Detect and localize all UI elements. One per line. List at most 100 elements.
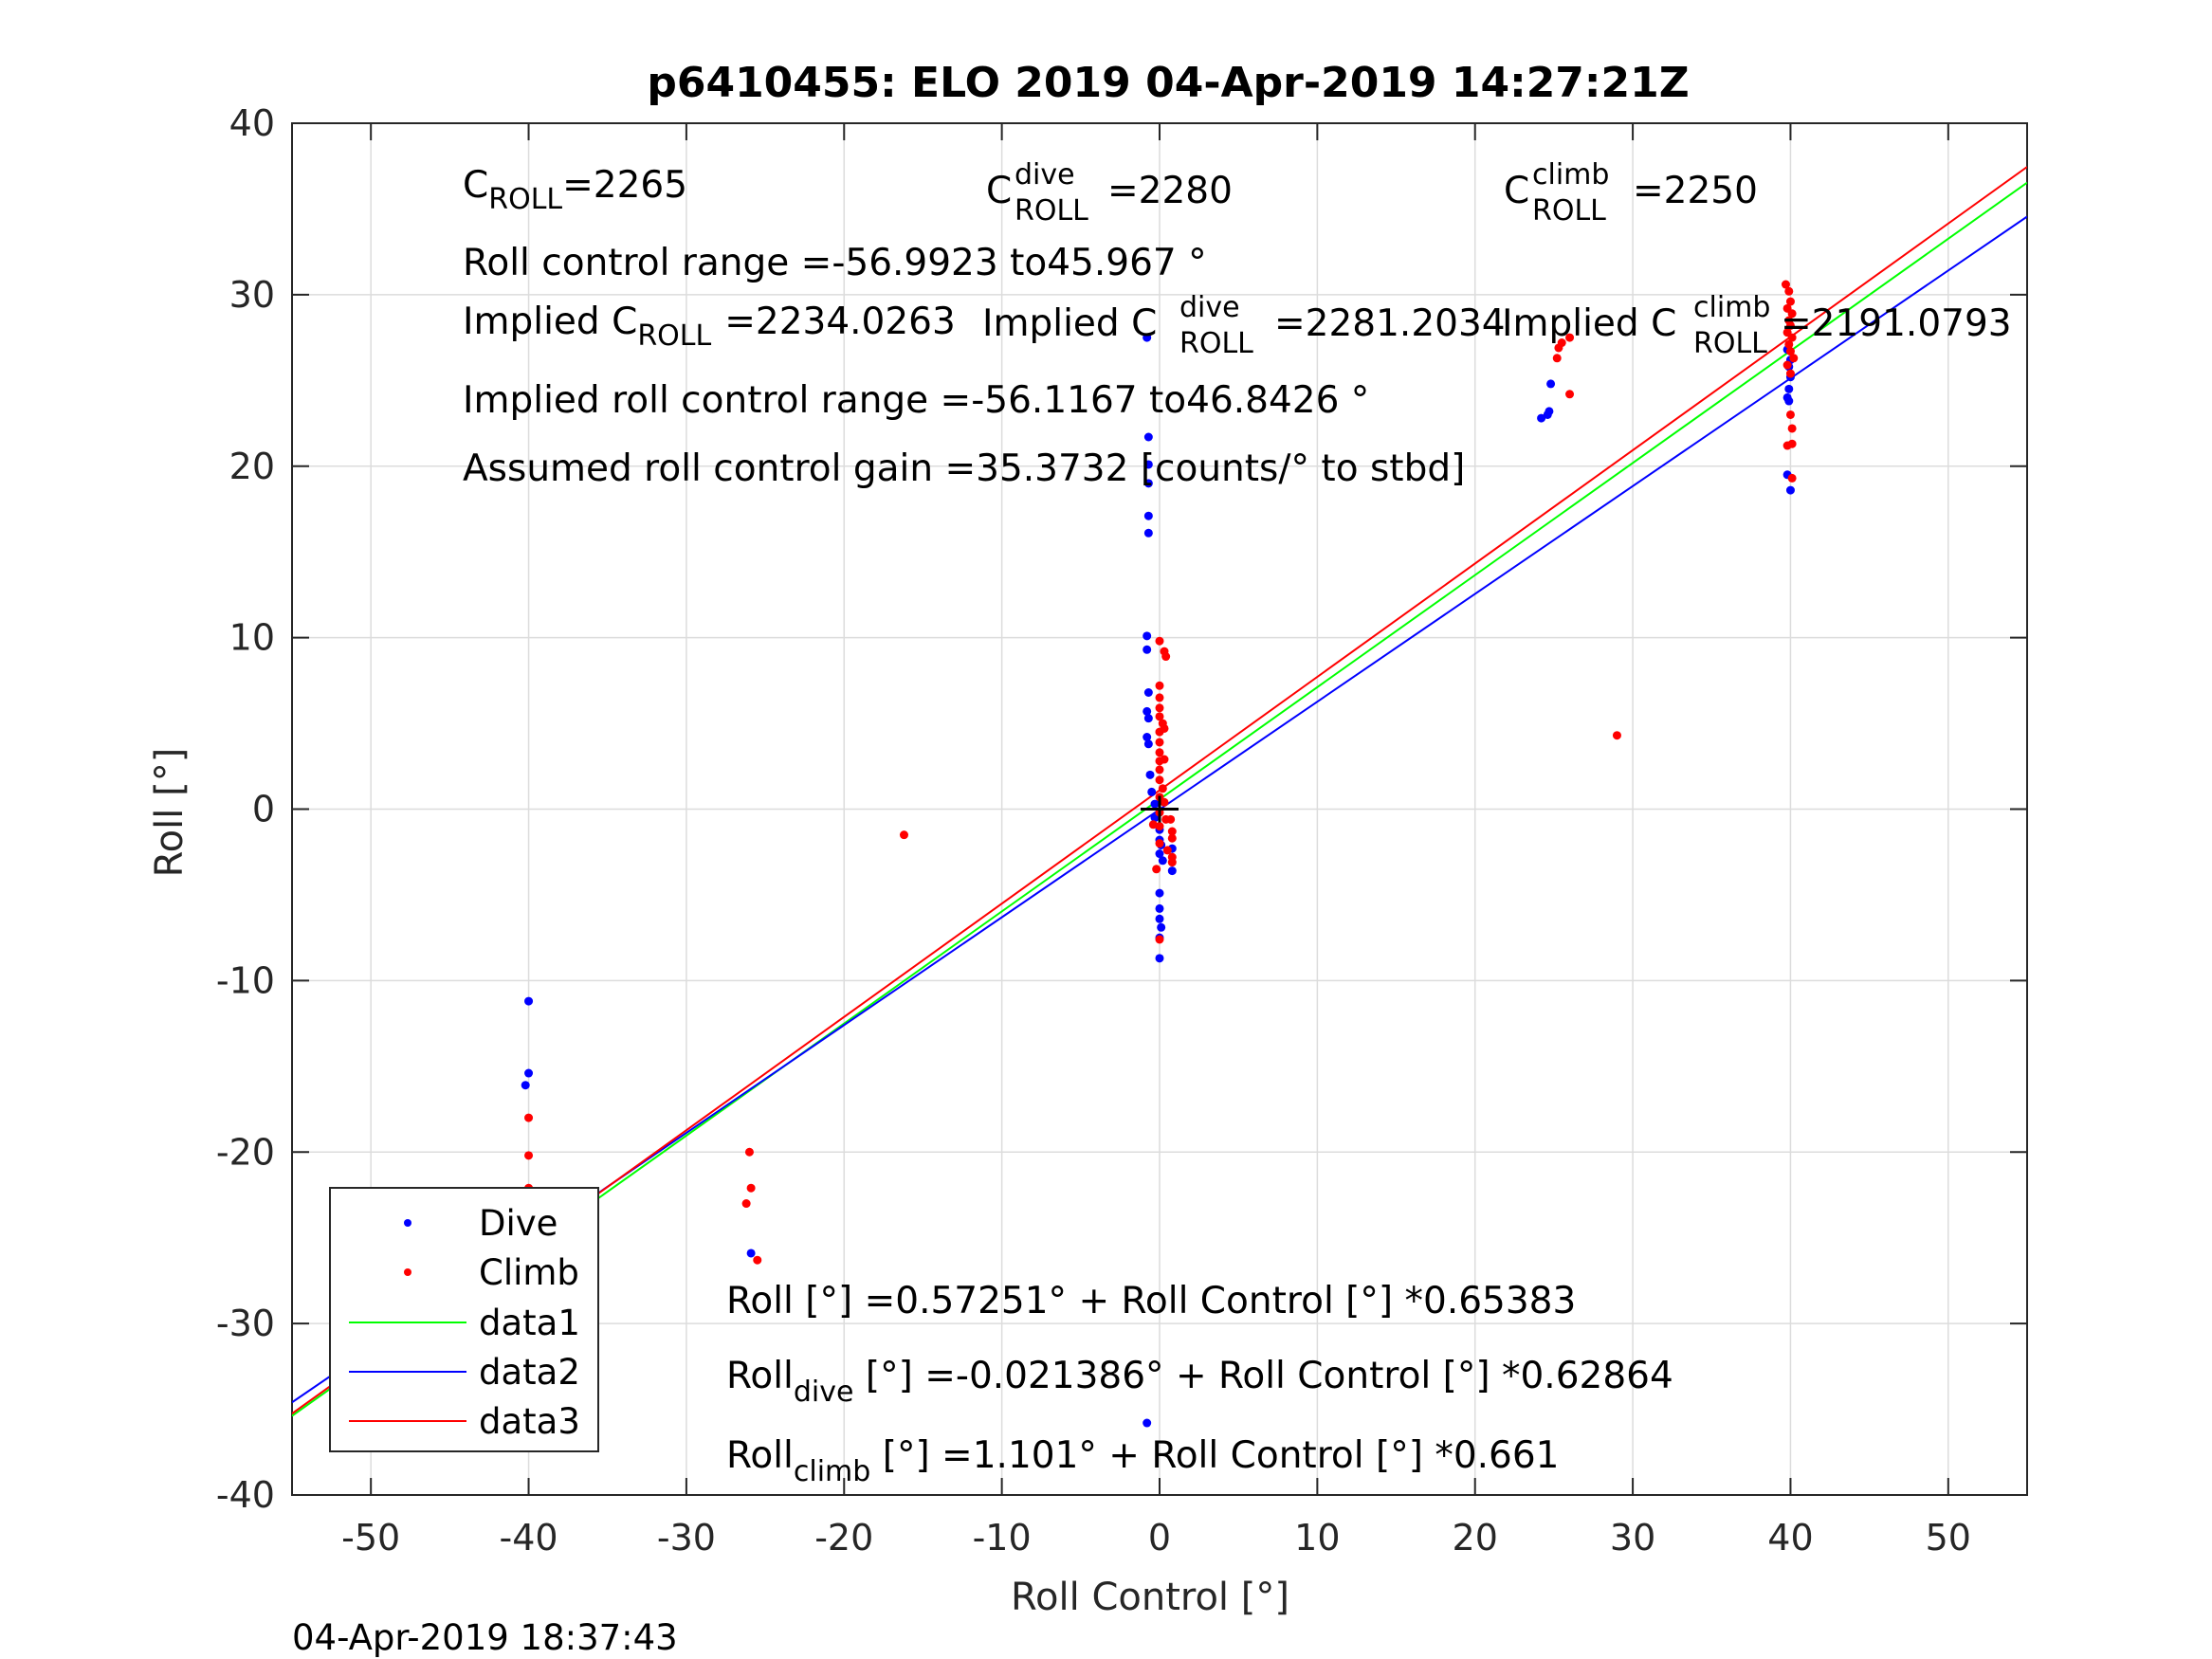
x-tick-label: 30 xyxy=(1610,1517,1655,1559)
legend-data3-label: data3 xyxy=(479,1401,580,1442)
point-dive xyxy=(1143,733,1152,742)
point-dive xyxy=(1157,922,1166,932)
chart-title: p6410455: ELO 2019 04-Apr-2019 14:27:21Z xyxy=(647,59,1689,107)
point-dive xyxy=(1147,787,1157,796)
point-climb xyxy=(1785,410,1795,419)
y-tick-label: -10 xyxy=(216,959,275,1001)
point-climb xyxy=(1158,784,1167,793)
x-tick-label: -50 xyxy=(341,1517,400,1559)
point-dive xyxy=(1167,866,1177,876)
svg-text:Implied C: Implied C xyxy=(982,302,1157,345)
point-climb xyxy=(1155,693,1164,702)
point-dive xyxy=(1143,714,1153,723)
point-climb xyxy=(1785,297,1795,306)
annotation-fit-climb: Rollclimb [°] =1.101° + Roll Control [°]… xyxy=(726,1434,1559,1488)
point-dive xyxy=(1155,888,1164,898)
point-climb xyxy=(741,1199,751,1209)
point-dive xyxy=(1143,333,1152,342)
legend-dive-label: Dive xyxy=(479,1203,558,1244)
svg-text:dive: dive xyxy=(1015,158,1075,191)
svg-text:climb: climb xyxy=(1693,291,1770,324)
point-climb xyxy=(1785,369,1795,378)
point-climb xyxy=(1784,339,1794,349)
annotation-c-roll-climb: C climb ROLL =2250 xyxy=(1504,158,1758,228)
svg-text:=2250: =2250 xyxy=(1633,170,1758,212)
x-tick-label: 10 xyxy=(1294,1517,1340,1559)
annotation-c-roll: CROLL=2265 xyxy=(463,164,687,216)
axes-frame xyxy=(291,122,2028,1496)
svg-text:ROLL: ROLL xyxy=(1693,327,1767,360)
svg-text:=2280: =2280 xyxy=(1107,170,1233,212)
annotations: CROLL=2265 C dive ROLL =2280 C climb ROL… xyxy=(463,158,2012,1488)
y-tick-label: 20 xyxy=(229,446,275,487)
point-climb xyxy=(1152,865,1161,874)
point-dive xyxy=(1545,407,1554,416)
legend-data1-label: data1 xyxy=(479,1303,580,1343)
point-climb xyxy=(1155,712,1164,721)
point-dive xyxy=(1143,645,1152,654)
point-dive xyxy=(1143,528,1153,538)
point-dive xyxy=(1785,485,1795,495)
annotation-gain: Assumed roll control gain =35.3732 [coun… xyxy=(463,447,1465,490)
axes xyxy=(291,122,2028,1496)
annotation-implied-c-roll-climb: Implied C climb ROLL =2191.0793 xyxy=(1502,291,2012,360)
point-dive xyxy=(1155,954,1164,963)
y-tick-label: -40 xyxy=(216,1474,275,1516)
annotation-implied-c-roll-dive: Implied C dive ROLL =2281.2034 xyxy=(982,291,1506,360)
point-dive xyxy=(1784,384,1794,393)
point-dive xyxy=(1143,479,1153,488)
point-climb xyxy=(524,1113,534,1122)
point-climb xyxy=(1162,846,1172,855)
point-climb xyxy=(1155,748,1164,757)
svg-text:dive: dive xyxy=(1179,291,1240,324)
point-climb xyxy=(1782,441,1792,450)
point-climb xyxy=(1784,286,1794,296)
x-tick-label: 40 xyxy=(1767,1517,1813,1559)
svg-text:C: C xyxy=(1504,170,1529,212)
point-dive xyxy=(1143,432,1153,442)
annotation-implied-range: Implied roll control range =-56.1167 to4… xyxy=(463,379,1369,422)
x-tick-label: -30 xyxy=(657,1517,716,1559)
annotation-fit-all: Roll [°] =0.57251° + Roll Control [°] *0… xyxy=(726,1280,1576,1322)
point-climb xyxy=(1160,755,1169,764)
point-climb xyxy=(1155,775,1164,785)
annotation-fit-dive: Rolldive [°] =-0.021386° + Roll Control … xyxy=(726,1355,1673,1409)
y-tick-label: -30 xyxy=(216,1303,275,1344)
svg-text:=2281.2034: =2281.2034 xyxy=(1274,302,1506,345)
point-climb xyxy=(1148,820,1158,830)
point-dive xyxy=(524,1068,534,1078)
legend-climb-label: Climb xyxy=(479,1252,579,1293)
point-climb xyxy=(1787,424,1797,433)
x-tick-label: -40 xyxy=(500,1517,558,1559)
y-tick-label: -20 xyxy=(216,1131,275,1173)
point-climb xyxy=(1160,797,1169,807)
timestamp-label: 04-Apr-2019 18:37:43 xyxy=(292,1617,678,1658)
point-climb xyxy=(1782,360,1792,370)
point-dive xyxy=(521,1081,530,1090)
point-dive xyxy=(1155,903,1164,913)
point-climb xyxy=(1167,833,1177,843)
point-dive xyxy=(1150,799,1160,809)
point-climb xyxy=(1565,333,1575,342)
point-climb xyxy=(1167,827,1177,836)
svg-text:Implied C: Implied C xyxy=(1502,302,1676,345)
point-dive xyxy=(746,1249,756,1258)
annotation-c-roll-dive: C dive ROLL =2280 xyxy=(986,158,1233,228)
point-climb xyxy=(1785,320,1795,330)
point-dive xyxy=(1143,460,1153,469)
point-climb xyxy=(1166,814,1176,824)
svg-text:=2191.0793: =2191.0793 xyxy=(1781,302,2012,345)
x-tick-label: -20 xyxy=(814,1517,873,1559)
point-climb xyxy=(899,830,908,840)
x-tick-label: 20 xyxy=(1453,1517,1498,1559)
point-climb xyxy=(1155,738,1164,747)
y-tick-label: 0 xyxy=(252,789,275,830)
point-dive xyxy=(1145,770,1155,779)
legend: Dive Climb data1 data2 data3 xyxy=(329,1187,599,1452)
point-climb xyxy=(1155,703,1164,713)
point-climb xyxy=(1785,347,1795,356)
point-dive xyxy=(1155,849,1164,859)
point-climb xyxy=(1787,473,1797,483)
tick-labels: -50 -40 -30 -20 -10 0 10 20 30 40 50 40 30 20 10 0 -10 -2… xyxy=(216,102,1971,1559)
